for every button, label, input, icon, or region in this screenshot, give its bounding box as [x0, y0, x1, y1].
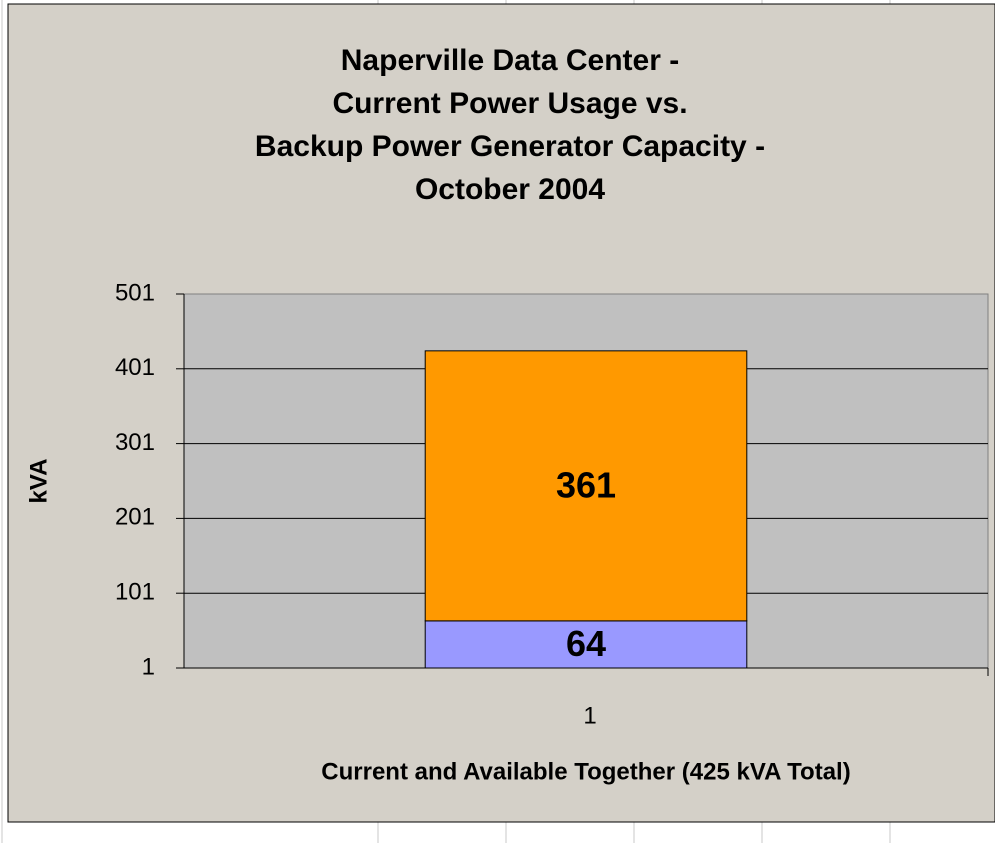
chart-title: Backup Power Generator Capacity -	[255, 130, 765, 163]
y-tick-label: 301	[115, 429, 155, 456]
data-label: 64	[566, 623, 606, 664]
y-tick-label: 401	[115, 354, 155, 381]
x-tick-label: 1	[583, 702, 596, 729]
data-label: 361	[556, 464, 616, 505]
bar-segment	[424, 620, 748, 669]
bar-segment	[424, 350, 748, 622]
sheet-grid	[1, 0, 891, 843]
x-axis-label: Current and Available Together (425 kVA …	[321, 758, 850, 785]
y-tick-label: 101	[115, 579, 155, 606]
y-tick-label: 201	[115, 504, 155, 531]
y-axis-label: kVA	[25, 459, 52, 504]
chart-title: Naperville Data Center -	[341, 44, 679, 77]
y-tick-label: 1	[142, 653, 155, 680]
y-tick-label: 501	[115, 279, 155, 306]
chart-title: October 2004	[415, 173, 605, 206]
chart-title: Current Power Usage vs.	[332, 87, 687, 120]
